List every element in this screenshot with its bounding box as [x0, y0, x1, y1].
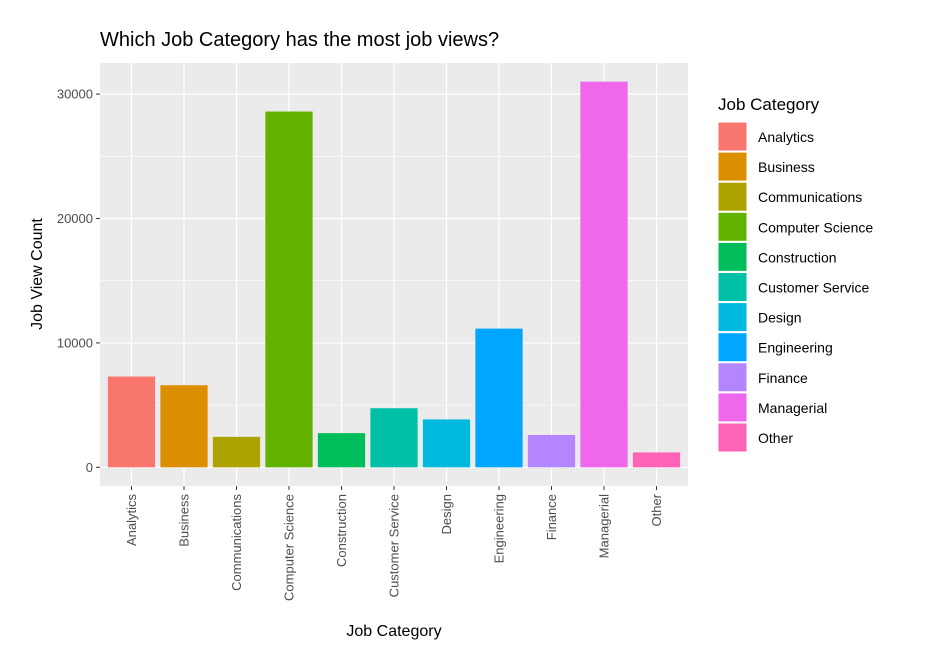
x-tick-label: Analytics	[124, 494, 139, 547]
bar-design	[422, 419, 471, 468]
legend-swatch	[717, 211, 748, 242]
x-tick-label: Customer Service	[387, 494, 402, 597]
legend: Job Category Analytics Business Communicat…	[717, 95, 873, 453]
legend-swatch	[717, 362, 748, 393]
bar-construction	[317, 433, 366, 468]
x-tick-label: Finance	[544, 494, 559, 540]
legend-label: Finance	[758, 370, 808, 386]
x-tick-label: Design	[439, 494, 454, 534]
y-tick-label: 10000	[57, 335, 93, 350]
legend-swatch	[717, 241, 748, 272]
y-axis: 0 10000 20000 30000	[57, 87, 100, 475]
legend-swatch	[717, 151, 748, 182]
legend-label: Communications	[758, 189, 862, 205]
x-axis: Analytics Business Communications Computer …	[124, 486, 664, 601]
legend-swatch	[717, 422, 748, 453]
legend-label: Design	[758, 310, 802, 326]
bar-other	[632, 452, 681, 468]
bars	[107, 81, 681, 468]
y-tick-label: 0	[86, 460, 93, 475]
x-tick-label: Managerial	[597, 494, 612, 558]
legend-label: Customer Service	[758, 280, 869, 296]
legend-label: Managerial	[758, 400, 827, 416]
bar-computer-science	[265, 111, 313, 468]
x-tick-label: Communications	[229, 494, 244, 591]
x-axis-title: Job Category	[346, 623, 441, 640]
legend-swatch	[717, 332, 748, 363]
bar-customer-service	[370, 408, 418, 468]
y-axis-title: Job View Count	[29, 218, 46, 330]
legend-label: Construction	[758, 249, 837, 265]
bar-managerial	[580, 81, 628, 468]
x-tick-label: Computer Science	[282, 494, 297, 601]
chart-title: Which Job Category has the most job view…	[100, 29, 499, 51]
x-tick-label: Engineering	[492, 494, 507, 563]
legend-swatch	[717, 392, 748, 423]
legend-swatch	[717, 272, 748, 302]
x-tick-label: Other	[649, 493, 664, 526]
y-tick-label: 20000	[57, 211, 93, 226]
bar-business	[160, 385, 208, 468]
y-tick-label: 30000	[57, 87, 93, 102]
x-tick-label: Business	[177, 494, 192, 547]
legend-swatch	[717, 181, 748, 212]
legend-title: Job Category	[718, 95, 820, 114]
legend-swatch	[717, 121, 748, 152]
bar-finance	[527, 434, 576, 468]
bar-communications	[212, 436, 261, 468]
legend-label: Computer Science	[758, 219, 873, 235]
bar-analytics	[107, 376, 156, 468]
legend-swatch	[717, 302, 748, 333]
legend-label: Business	[758, 159, 815, 175]
legend-label: Analytics	[758, 129, 814, 145]
legend-label: Other	[758, 430, 793, 446]
x-tick-label: Construction	[334, 494, 349, 567]
legend-label: Engineering	[758, 340, 833, 356]
bar-engineering	[475, 328, 523, 468]
